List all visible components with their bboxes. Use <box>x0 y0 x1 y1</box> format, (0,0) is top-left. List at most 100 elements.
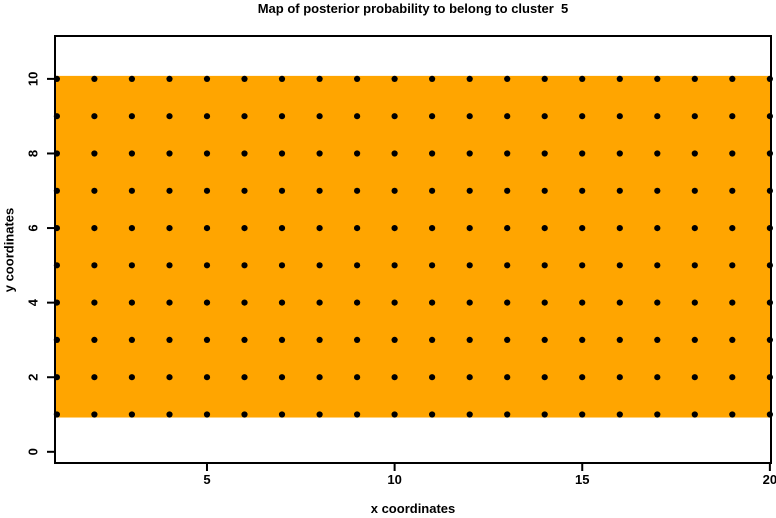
data-point <box>278 150 286 157</box>
data-point <box>466 262 473 269</box>
data-point <box>166 187 173 194</box>
data-point <box>579 75 586 82</box>
data-point <box>654 411 661 418</box>
data-point <box>579 299 586 306</box>
data-point <box>466 374 473 381</box>
data-point <box>766 113 774 120</box>
data-point <box>278 225 286 232</box>
data-point <box>766 374 774 381</box>
data-point <box>541 374 548 381</box>
data-point <box>654 299 661 306</box>
data-point <box>504 411 511 418</box>
data-point <box>391 225 398 232</box>
data-point <box>166 225 173 232</box>
data-point <box>203 113 211 120</box>
data-point <box>391 262 398 269</box>
data-point <box>203 411 211 418</box>
data-point <box>241 336 248 343</box>
data-point <box>579 225 586 232</box>
data-point <box>166 113 173 120</box>
data-point <box>504 374 511 381</box>
data-point <box>616 150 623 157</box>
data-point <box>729 336 736 343</box>
data-point <box>654 225 661 232</box>
y-tick-label: 4 <box>26 298 41 306</box>
data-point <box>241 411 248 418</box>
data-point <box>579 187 586 194</box>
data-point <box>278 374 286 381</box>
data-point <box>729 411 736 418</box>
data-point <box>729 225 736 232</box>
data-point <box>504 225 511 232</box>
data-point <box>691 411 698 418</box>
data-point <box>241 150 248 157</box>
y-tick-label: 0 <box>26 448 41 455</box>
data-point <box>391 299 398 306</box>
data-point <box>466 113 473 120</box>
data-point <box>203 75 211 82</box>
data-point <box>466 225 473 232</box>
data-point <box>541 336 548 343</box>
data-point <box>128 336 135 343</box>
chart-title: Map of posterior probability to belong t… <box>257 1 569 16</box>
data-point <box>541 299 548 306</box>
data-point <box>691 150 698 157</box>
data-point <box>766 336 774 343</box>
data-point <box>128 374 135 381</box>
data-point <box>203 225 211 232</box>
data-point <box>354 299 361 306</box>
data-point <box>278 262 286 269</box>
data-point <box>541 411 548 418</box>
data-point <box>654 150 661 157</box>
data-point <box>391 187 398 194</box>
data-point <box>504 113 511 120</box>
x-axis-label: x coordinates <box>370 501 456 516</box>
data-point <box>203 262 211 269</box>
data-point <box>429 336 436 343</box>
data-point <box>766 411 774 418</box>
data-point <box>691 113 698 120</box>
data-point <box>541 187 548 194</box>
data-point <box>429 225 436 232</box>
data-point <box>166 262 173 269</box>
data-point <box>391 113 398 120</box>
data-point <box>166 75 173 82</box>
data-point <box>241 225 248 232</box>
data-point <box>354 225 361 232</box>
data-point <box>278 299 286 306</box>
y-tick-label: 6 <box>26 224 41 231</box>
data-point <box>316 113 323 120</box>
data-point <box>766 225 774 232</box>
data-point <box>504 336 511 343</box>
data-point <box>391 150 398 157</box>
data-point <box>429 262 436 269</box>
data-point <box>91 150 98 157</box>
data-point <box>504 187 511 194</box>
data-point <box>616 336 623 343</box>
data-point <box>128 113 135 120</box>
data-point <box>278 336 286 343</box>
data-point <box>91 336 98 343</box>
data-point <box>766 262 774 269</box>
data-point <box>616 299 623 306</box>
data-point <box>91 374 98 381</box>
data-point <box>241 299 248 306</box>
data-point <box>466 411 473 418</box>
data-point <box>203 374 211 381</box>
data-point <box>128 299 135 306</box>
data-point <box>541 113 548 120</box>
data-point <box>616 225 623 232</box>
data-point <box>729 374 736 381</box>
data-point <box>128 411 135 418</box>
data-point <box>579 411 586 418</box>
data-point <box>278 75 286 82</box>
data-point <box>691 187 698 194</box>
x-tick-label: 10 <box>387 472 401 487</box>
data-point <box>391 374 398 381</box>
data-point <box>429 150 436 157</box>
plot-box <box>54 35 772 464</box>
y-axis-label: y coordinates <box>1 207 17 293</box>
y-tick-label: 10 <box>26 72 41 86</box>
data-point <box>766 75 774 82</box>
data-point <box>429 411 436 418</box>
